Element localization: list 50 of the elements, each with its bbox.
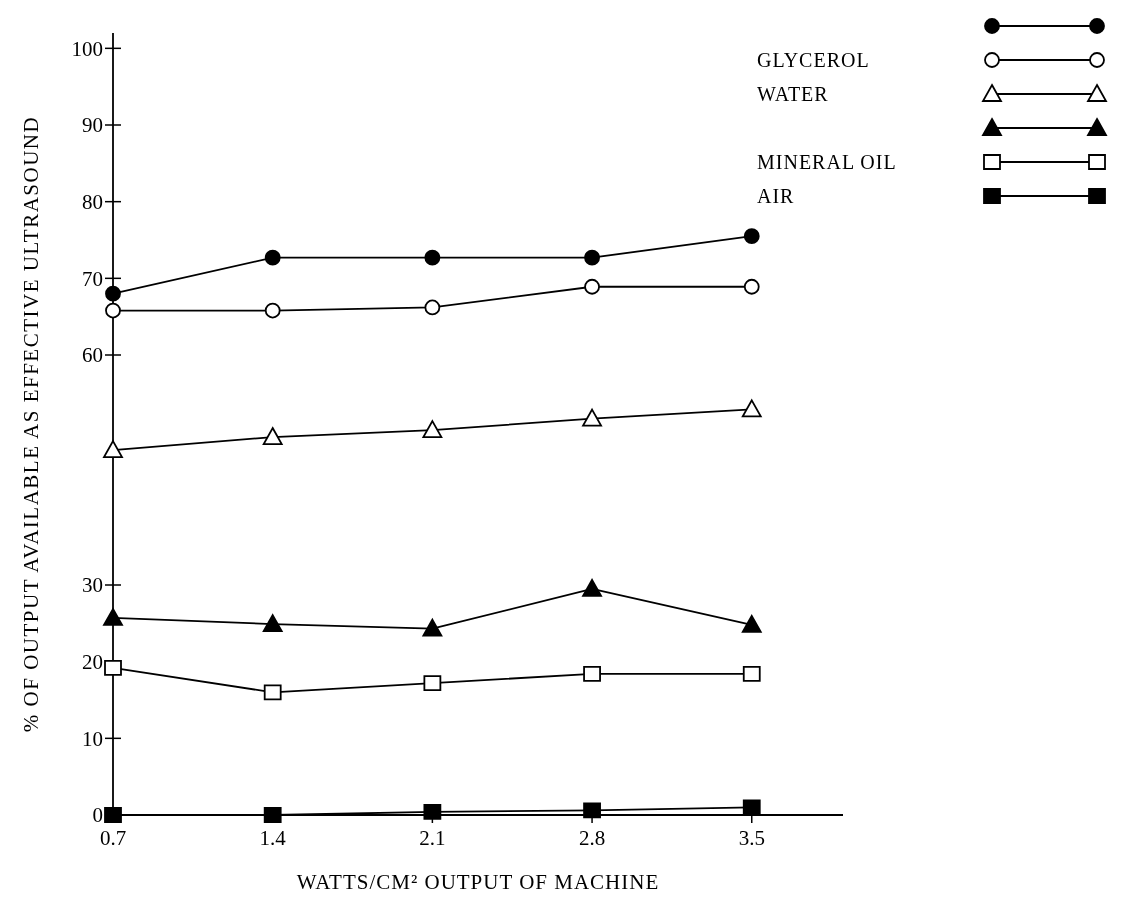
point <box>584 278 600 295</box>
x-tick-label: 2.8 <box>578 826 606 850</box>
y-tick-label: 30 <box>82 573 103 598</box>
y-tick-label: 100 <box>71 36 103 61</box>
point <box>583 666 601 682</box>
point <box>582 578 602 597</box>
point <box>422 420 443 439</box>
text: AIR <box>757 185 795 207</box>
point <box>264 302 281 319</box>
point <box>105 302 121 319</box>
point <box>741 399 762 418</box>
y-tick-label: 20 <box>82 650 103 675</box>
point <box>104 807 122 823</box>
point <box>422 618 443 637</box>
point <box>264 249 281 266</box>
y-tick-label: 10 <box>82 726 103 751</box>
point <box>423 675 442 692</box>
text: MINERAL OIL <box>757 151 897 173</box>
point <box>584 249 600 266</box>
x-tick-label: 1.4 <box>259 826 287 850</box>
x-tick-label: 3.5 <box>738 826 765 850</box>
point <box>424 299 441 316</box>
point <box>743 228 760 245</box>
y-axis-title: % OF OUTPUT AVAILABLE AS EFFECTIVE ULTRASOUND <box>19 115 43 733</box>
y-tick-label: 60 <box>82 343 103 368</box>
point <box>263 807 282 823</box>
point <box>742 799 761 816</box>
y-tick-label: 80 <box>82 190 103 215</box>
y-tick-label: 70 <box>82 266 103 291</box>
point <box>743 278 760 295</box>
point <box>741 614 762 633</box>
text: WATER <box>757 83 829 105</box>
x-axis-title: WATTS/CM² OUTPUT OF MACHINE <box>296 870 660 894</box>
point <box>583 802 601 819</box>
point <box>103 608 123 626</box>
point <box>742 666 761 682</box>
point <box>262 614 283 632</box>
x-tick-label: 2.1 <box>419 826 446 850</box>
point <box>105 285 121 302</box>
point <box>263 684 282 701</box>
y-tick-label: 0 <box>92 803 103 828</box>
point <box>104 659 122 676</box>
point <box>103 440 123 458</box>
text: GLYCEROL <box>757 49 870 71</box>
x-tick-label: 0.7 <box>99 826 127 850</box>
point <box>262 427 283 445</box>
y-tick-label: 90 <box>82 113 103 138</box>
point <box>424 249 441 266</box>
point <box>582 408 602 427</box>
point <box>423 804 442 820</box>
